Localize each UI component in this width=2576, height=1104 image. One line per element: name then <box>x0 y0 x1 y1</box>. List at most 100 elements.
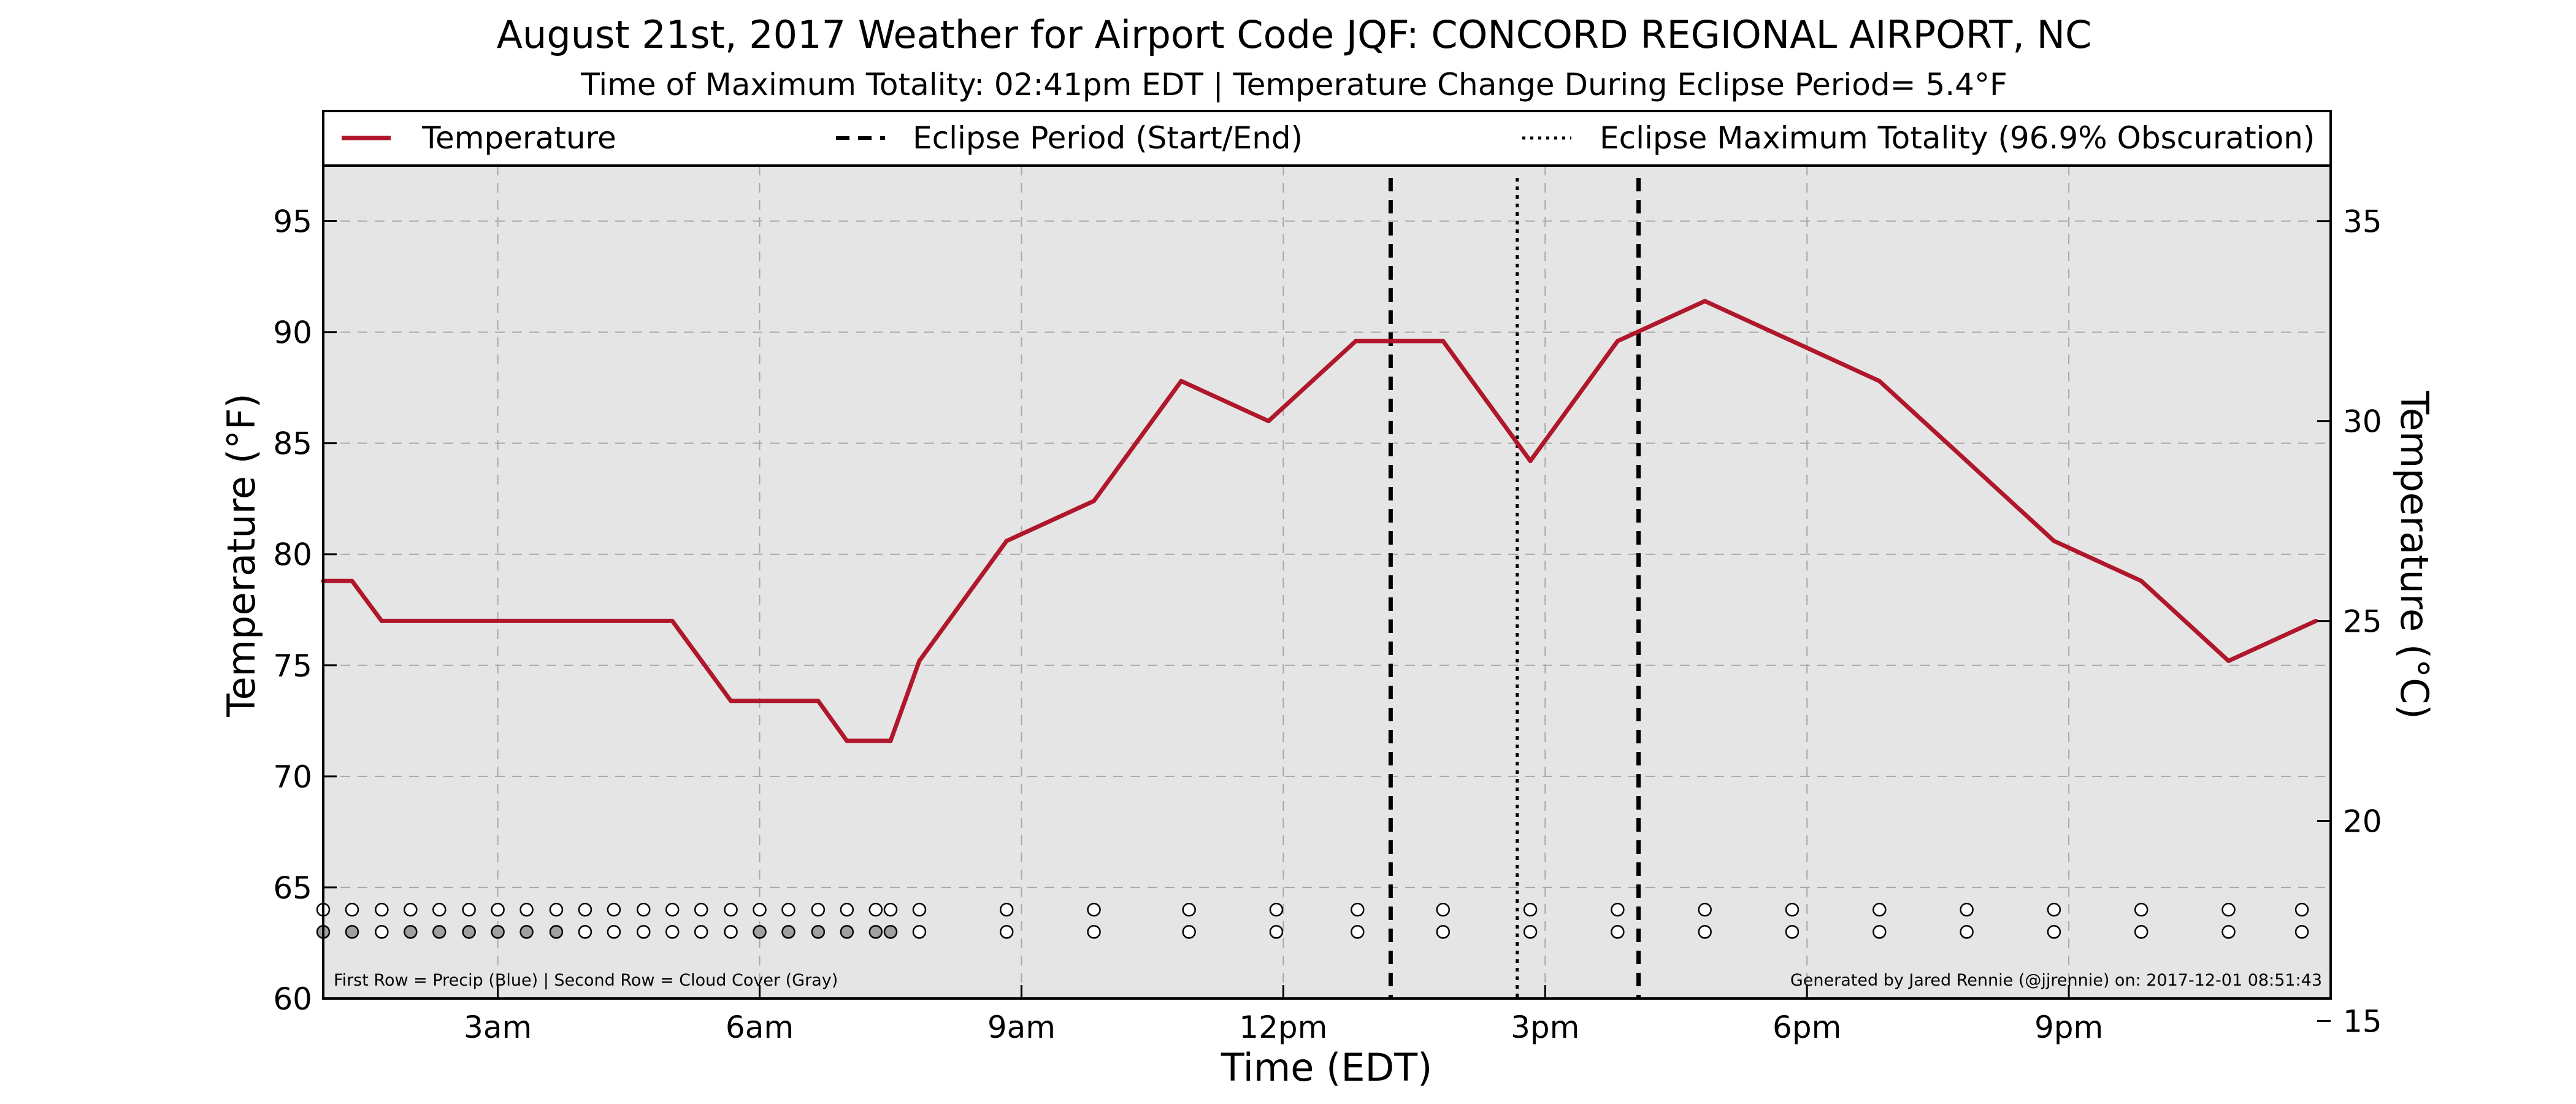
cloud-marker <box>549 925 564 939</box>
precip-marker <box>1873 902 1887 917</box>
footnote-left: First Row = Precip (Blue) | Second Row =… <box>334 971 838 990</box>
temperature-point <box>1092 499 1097 504</box>
x-tick-label: 6am <box>726 1010 794 1045</box>
axes: 60 65 70 75 80 85 90 95 15 20 25 30 35 3am 6am 9am 12pm 3… <box>273 204 2382 1045</box>
x-axis-label: Time (EDT) <box>1221 1045 1433 1090</box>
cloud-marker <box>578 925 592 939</box>
legend-label: Temperature <box>421 120 616 156</box>
temperature-point <box>888 738 893 743</box>
precip-marker <box>1182 902 1196 917</box>
cloud-marker <box>781 925 795 939</box>
precip-marker <box>432 902 447 917</box>
y-tick-label-left: 85 <box>273 426 312 462</box>
chart-title: August 21st, 2017 Weather for Airport Co… <box>497 12 2092 57</box>
precip-marker <box>2294 902 2309 917</box>
cloud-marker <box>345 925 359 939</box>
x-tick-label: 3pm <box>1511 1010 1579 1045</box>
cloud-marker <box>694 925 708 939</box>
cloud-marker <box>724 925 738 939</box>
cloud-marker <box>491 925 505 939</box>
precip-marker <box>345 902 359 917</box>
temperature-point <box>2139 578 2144 583</box>
y-tick-label-left: 60 <box>273 981 312 1017</box>
precip-marker <box>840 902 854 917</box>
y-tick-label-left: 70 <box>273 759 312 795</box>
legend-label: Eclipse Maximum Totality (96.9% Obscurat… <box>1600 120 2315 156</box>
temperature-point <box>729 699 734 703</box>
cloud-marker <box>2047 925 2061 939</box>
precip-marker <box>637 902 651 917</box>
cloud-marker <box>462 925 476 939</box>
cloud-marker <box>1698 925 1712 939</box>
y-tick-label-left: 65 <box>273 870 312 906</box>
precip-marker <box>2221 902 2236 917</box>
precip-marker <box>1960 902 1974 917</box>
temperature-point <box>917 659 922 664</box>
precip-marker <box>912 902 927 917</box>
precip-marker <box>999 902 1014 917</box>
temperature-point <box>2052 539 2057 543</box>
temperature-point <box>1004 539 1009 543</box>
precip-marker <box>2134 902 2149 917</box>
y-axis-label-left: Temperature (°F) <box>219 393 264 717</box>
temperature-point <box>845 738 849 743</box>
cloud-marker <box>912 925 927 939</box>
precip-marker <box>811 902 826 917</box>
x-tick-label: 12pm <box>1239 1010 1327 1045</box>
temperature-point <box>1703 299 1708 304</box>
temperature-point <box>1179 378 1184 383</box>
precip-marker <box>1351 902 1365 917</box>
temperature-point <box>1266 418 1271 423</box>
precip-marker <box>578 902 592 917</box>
cloud-marker <box>404 925 418 939</box>
y-tick-label-right: 15 <box>2343 1004 2382 1040</box>
precip-marker <box>1611 902 1625 917</box>
precip-marker <box>462 902 476 917</box>
temperature-point <box>670 618 675 623</box>
cloud-marker <box>868 925 883 939</box>
cloud-marker <box>519 925 534 939</box>
y-tick-label-left: 80 <box>273 537 312 573</box>
legend-box <box>322 110 2332 167</box>
cloud-marker <box>1351 925 1365 939</box>
cloud-marker <box>2221 925 2236 939</box>
y-tick-label-right: 25 <box>2343 604 2382 640</box>
precip-marker <box>753 902 767 917</box>
temperature-point <box>816 699 821 703</box>
y-tick-label-right: 20 <box>2343 804 2382 840</box>
y-tick-label-right: 35 <box>2343 204 2382 240</box>
grid-lines <box>323 166 2331 999</box>
legend-label: Eclipse Period (Start/End) <box>913 120 1303 156</box>
precip-marker <box>1698 902 1712 917</box>
precip-marker <box>1436 902 1451 917</box>
cloud-marker <box>1182 925 1196 939</box>
precip-marker <box>868 902 883 917</box>
precip-marker <box>491 902 505 917</box>
cloud-marker <box>2134 925 2149 939</box>
temperature-point <box>2226 659 2231 664</box>
y-tick-label-left: 95 <box>273 204 312 240</box>
precip-marker <box>375 902 389 917</box>
cloud-marker <box>1611 925 1625 939</box>
y-tick-label-left: 75 <box>273 648 312 684</box>
y-axis-label-right: Temperature (°C) <box>2392 390 2437 719</box>
footnote-right: Generated by Jared Rennie (@jjrennie) on… <box>1790 971 2322 990</box>
precip-marker <box>1269 902 1284 917</box>
temperature-point <box>379 618 384 623</box>
y-tick-label-right: 30 <box>2343 404 2382 440</box>
x-tick-label: 9pm <box>2034 1010 2103 1045</box>
cloud-marker <box>1087 925 1101 939</box>
precip-marker <box>519 902 534 917</box>
precip-marker <box>724 902 738 917</box>
legend: Temperature Eclipse Period (Start/End) Ecl… <box>322 110 2332 167</box>
temperature-point <box>1528 459 1533 464</box>
temperature-point <box>1615 339 1620 343</box>
precip-marker <box>549 902 564 917</box>
temperature-point <box>1790 339 1795 343</box>
temperature-point <box>2313 618 2318 623</box>
precip-marker <box>694 902 708 917</box>
temperature-point <box>1441 339 1446 343</box>
cloud-marker <box>753 925 767 939</box>
cloud-marker <box>1269 925 1284 939</box>
precip-marker <box>607 902 621 917</box>
